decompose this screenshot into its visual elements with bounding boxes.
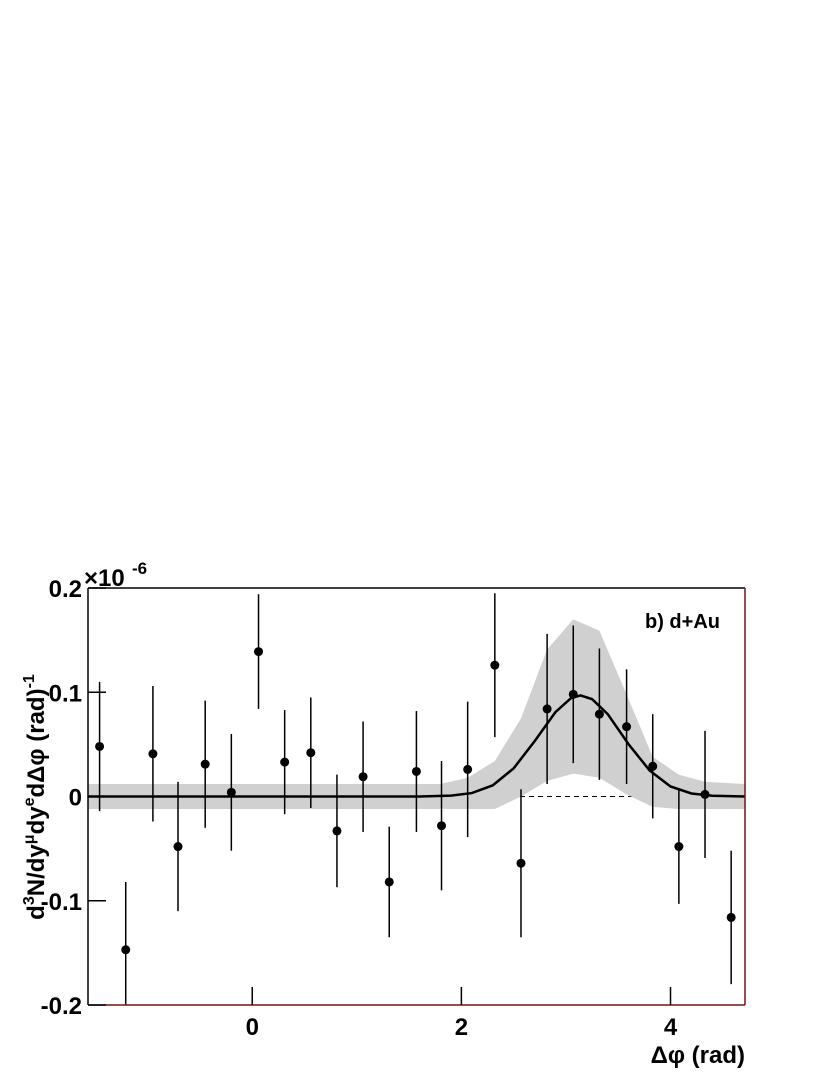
data-point (463, 764, 473, 774)
data-point (306, 748, 316, 758)
y-title-part: dΔφ (rad) (23, 688, 50, 797)
data-point (254, 647, 264, 657)
y-tick-label: -0.2 (41, 993, 82, 1020)
data-point (568, 689, 578, 699)
annotation: b) d+Au (645, 611, 720, 633)
data-point (200, 759, 210, 769)
x-tick-label: 0 (246, 1014, 259, 1041)
x-tick-label: 2 (455, 1014, 468, 1041)
data-point (726, 912, 736, 922)
y-exponent: -6 (132, 559, 147, 578)
data-point (648, 761, 658, 771)
y-title-superscript: μ (21, 834, 38, 844)
data-point (148, 749, 158, 759)
y-title-part: N/dy (23, 844, 50, 897)
uncertainty-band (88, 619, 745, 810)
data-point (594, 709, 604, 719)
y-title-part: dy (23, 806, 50, 835)
y-title-superscript: 3 (21, 896, 38, 905)
data-point (437, 821, 447, 831)
y-axis-title: d3N/dyμdyedΔφ (rad)-1 (21, 674, 50, 920)
data-point (384, 877, 394, 887)
data-point (173, 842, 183, 852)
data-point (411, 766, 421, 776)
data-point (700, 789, 710, 799)
x-axis-title: Δφ (rad) (651, 1042, 745, 1069)
data-point (280, 757, 290, 767)
x-tick-label: 4 (664, 1014, 678, 1041)
data-point (332, 826, 342, 836)
y-tick-label: 0 (69, 785, 82, 812)
plot-area (88, 593, 745, 1005)
data-point (542, 704, 552, 714)
y-title-part: d (23, 905, 50, 920)
data-point (358, 772, 368, 782)
data-point (121, 945, 131, 955)
data-point (226, 787, 236, 797)
y-tick-label: -0.1 (41, 889, 82, 916)
data-point (95, 741, 105, 751)
data-point (674, 842, 684, 852)
data-point (622, 722, 632, 732)
y-tick-label: 0.2 (49, 576, 82, 603)
y-title-superscript: -1 (21, 674, 38, 688)
data-point (490, 660, 500, 670)
data-point (516, 858, 526, 868)
y-title-superscript: e (21, 797, 38, 806)
y-tick-label: 0.1 (49, 680, 82, 707)
